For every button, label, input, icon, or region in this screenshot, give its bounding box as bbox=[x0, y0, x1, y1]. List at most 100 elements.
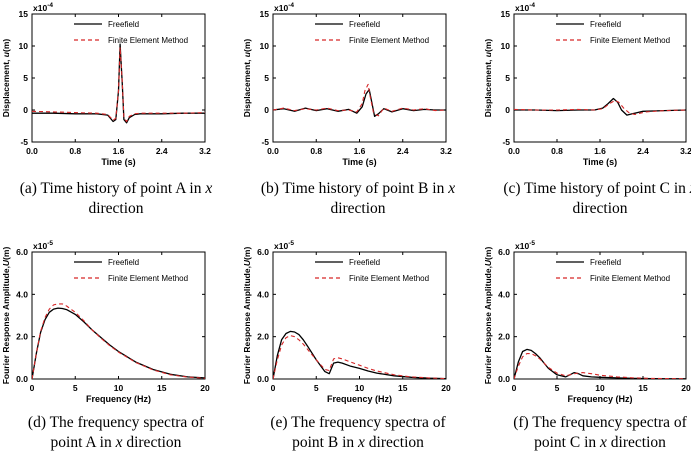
x-tick-label: 20 bbox=[441, 383, 451, 393]
x-axis-label: Frequency (Hz) bbox=[86, 394, 151, 404]
legend-label: Finite Element Method bbox=[590, 36, 670, 45]
chart-panel-f: 0 5 10 15 20 0.0 2.0 4.0 6.0 Frequency (Hz) Fourie… bbox=[483, 240, 691, 404]
plot-frame bbox=[513, 251, 687, 380]
y-tick-label: 0 bbox=[505, 105, 510, 115]
caption-line-2: point B in x direction bbox=[292, 434, 424, 451]
y-tick-label: 10 bbox=[260, 41, 270, 51]
x-tick-label: 2.4 bbox=[397, 146, 409, 156]
plot-frame bbox=[31, 251, 206, 380]
y-tick-label: 2.0 bbox=[257, 332, 269, 342]
caption-c: (c) Time history of point C in x directio… bbox=[485, 179, 691, 219]
y-axis-label: Displacement, u(m) bbox=[242, 39, 252, 118]
x-tick-label: 0.0 bbox=[26, 146, 38, 156]
plot-frame bbox=[272, 13, 447, 143]
x-tick-label: 2.4 bbox=[156, 146, 168, 156]
y-tick-label: 5 bbox=[264, 73, 269, 83]
y-tick-label: 10 bbox=[501, 41, 511, 51]
x-axis-label: Frequency (Hz) bbox=[567, 394, 632, 404]
x-tick-label: 1.6 bbox=[113, 146, 125, 156]
x-tick-label: 3.2 bbox=[199, 146, 211, 156]
y-tick-label: -5 bbox=[261, 137, 269, 147]
chart-panel-a: 0.0 0.8 1.6 2.4 3.2 -5 0 5 10 15 Time (s) Displacem… bbox=[1, 2, 211, 167]
x-tick-label: 10 bbox=[595, 383, 605, 393]
chart-panel-e: 0 5 10 15 20 0.0 2.0 4.0 6.0 Frequency (Hz) Fourie… bbox=[242, 240, 451, 404]
y-tick-label: 4.0 bbox=[257, 289, 269, 299]
plot-frame bbox=[272, 251, 447, 380]
x-tick-label: 1.6 bbox=[354, 146, 366, 156]
caption-d: (d) The frequency spectra of point A in x… bbox=[1, 413, 231, 453]
legend-label: Freefield bbox=[590, 20, 621, 29]
caption-line-1: (b) Time history of point B in x bbox=[260, 180, 456, 197]
caption-line-1: (a) Time history of point A in x bbox=[19, 180, 213, 197]
x-tick-label: 0 bbox=[30, 383, 35, 393]
x-tick-label: 20 bbox=[681, 383, 691, 393]
x-tick-label: 10 bbox=[114, 383, 124, 393]
chart-panel-b: 0.0 0.8 1.6 2.4 3.2 -5 0 5 10 15 Time (s) Displacem… bbox=[242, 2, 452, 167]
legend-label: Finite Element Method bbox=[108, 274, 188, 283]
caption-line-2: direction bbox=[572, 200, 628, 217]
y-tick-label: 2.0 bbox=[16, 332, 28, 342]
series-line-fem bbox=[273, 335, 446, 379]
x-tick-label: 0 bbox=[271, 383, 276, 393]
scale-multiplier: x10-4 bbox=[274, 2, 294, 13]
series-line-fem bbox=[32, 303, 205, 379]
y-axis-label: Fourier Response Amplitude,U(m) bbox=[242, 247, 252, 385]
caption-a: (a) Time history of point A in x directio… bbox=[1, 179, 231, 219]
scale-multiplier: x10-5 bbox=[274, 240, 294, 251]
series-line-fem bbox=[514, 353, 686, 379]
y-tick-label: -5 bbox=[502, 137, 510, 147]
caption-line-1: (d) The frequency spectra of bbox=[27, 414, 205, 431]
x-tick-label: 20 bbox=[200, 383, 210, 393]
x-axis-label: Time (s) bbox=[342, 157, 376, 167]
x-tick-label: 0.8 bbox=[551, 146, 563, 156]
x-tick-label: 3.2 bbox=[440, 146, 452, 156]
x-tick-label: 5 bbox=[555, 383, 560, 393]
scale-multiplier: x10-4 bbox=[33, 2, 53, 13]
y-axis-label: Displacement, u(m) bbox=[1, 39, 11, 118]
y-tick-label: 0 bbox=[264, 105, 269, 115]
series-line-freefield bbox=[273, 330, 446, 379]
y-tick-label: 0.0 bbox=[498, 374, 510, 384]
y-tick-label: 5 bbox=[505, 73, 510, 83]
legend-label: Freefield bbox=[349, 20, 380, 29]
caption-line-2: point A in x direction bbox=[50, 434, 182, 451]
x-tick-label: 5 bbox=[314, 383, 319, 393]
caption-b: (b) Time history of point B in x directio… bbox=[243, 179, 473, 219]
y-tick-label: 6.0 bbox=[257, 247, 269, 257]
caption-line-2: direction bbox=[88, 200, 144, 217]
legend-label: Freefield bbox=[108, 258, 139, 267]
caption-line-2: point C in x direction bbox=[534, 434, 666, 451]
x-tick-label: 15 bbox=[638, 383, 648, 393]
caption-e: (e) The frequency spectra of point B in x… bbox=[243, 413, 473, 453]
caption-f: (f) The frequency spectra of point C in x… bbox=[485, 413, 691, 453]
caption-line-1: (c) Time history of point C in x bbox=[503, 180, 691, 197]
x-tick-label: 15 bbox=[157, 383, 167, 393]
x-axis-label: Frequency (Hz) bbox=[327, 394, 392, 404]
series-line-freefield bbox=[514, 348, 686, 379]
y-tick-label: 6.0 bbox=[498, 247, 510, 257]
y-tick-label: 0 bbox=[23, 105, 28, 115]
legend-label: Finite Element Method bbox=[349, 274, 429, 283]
y-tick-label: 4.0 bbox=[498, 289, 510, 299]
y-tick-label: 15 bbox=[260, 9, 270, 19]
x-tick-label: 0.0 bbox=[267, 146, 279, 156]
y-axis-label: Fourier Response Amplitude,U(m) bbox=[483, 247, 493, 385]
caption-line-1: (e) The frequency spectra of bbox=[270, 414, 446, 431]
y-tick-label: 2.0 bbox=[498, 332, 510, 342]
x-axis-label: Time (s) bbox=[101, 157, 135, 167]
chart-panel-d: 0 5 10 15 20 0.0 2.0 4.0 6.0 Frequency (Hz) Fourie… bbox=[1, 240, 210, 404]
legend-label: Freefield bbox=[349, 258, 380, 267]
x-axis-label: Time (s) bbox=[583, 157, 617, 167]
caption-line-1: (f) The frequency spectra of bbox=[513, 414, 687, 431]
x-tick-label: 0.8 bbox=[310, 146, 322, 156]
scale-multiplier: x10-5 bbox=[515, 240, 535, 251]
x-tick-label: 15 bbox=[398, 383, 408, 393]
legend-label: Freefield bbox=[590, 258, 621, 267]
x-tick-label: 0.0 bbox=[508, 146, 520, 156]
legend-label: Finite Element Method bbox=[349, 36, 429, 45]
y-tick-label: 5 bbox=[23, 73, 28, 83]
y-tick-label: 0.0 bbox=[257, 374, 269, 384]
series-line-freefield bbox=[32, 307, 205, 379]
y-tick-label: 15 bbox=[501, 9, 511, 19]
